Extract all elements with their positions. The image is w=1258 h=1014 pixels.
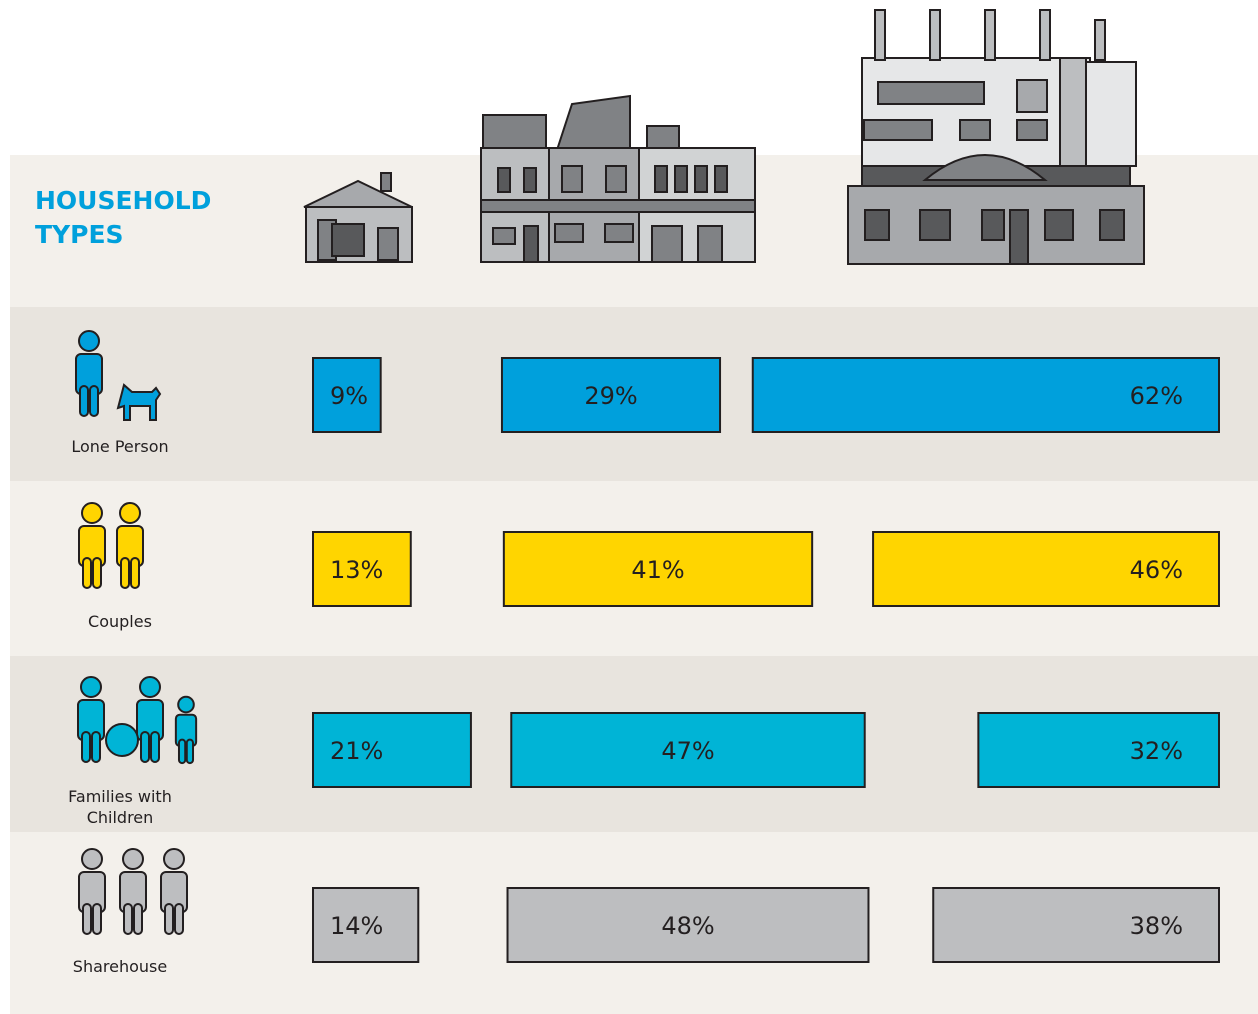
person-icon: [77, 676, 105, 763]
person-leg: [82, 903, 92, 935]
value-label: 48%: [661, 912, 714, 940]
category-label: Couples: [88, 612, 152, 631]
person-leg: [150, 731, 160, 763]
person-icon: [136, 676, 164, 763]
value-label: 62%: [1130, 382, 1183, 410]
bar: [312, 531, 412, 607]
person-leg: [177, 738, 187, 765]
person-icon: [116, 502, 144, 589]
person-head: [139, 676, 161, 698]
value-label: 13%: [330, 556, 383, 584]
person-leg: [81, 731, 91, 763]
person-head: [78, 330, 100, 352]
person-leg: [89, 385, 99, 417]
value-label: 29%: [584, 382, 637, 410]
bar: [502, 531, 814, 607]
bar: [977, 712, 1220, 788]
terrace-icon: [480, 94, 756, 263]
person-leg: [185, 738, 195, 765]
person-icon: [174, 695, 198, 765]
value-label: 9%: [330, 382, 368, 410]
person-icon: [119, 848, 147, 935]
person-leg: [92, 557, 102, 589]
bar: [312, 712, 472, 788]
person-icon: [75, 330, 103, 417]
apartment-icon: [847, 9, 1145, 265]
category-label: Families with Children: [68, 787, 172, 827]
bar: [500, 357, 722, 433]
dog-icon: [116, 383, 162, 421]
bar: [872, 531, 1221, 607]
person-head: [119, 502, 141, 524]
person-leg: [140, 731, 150, 763]
person-leg: [120, 557, 130, 589]
person-head: [177, 695, 195, 714]
person-icon: [160, 848, 188, 935]
person-head: [163, 848, 185, 870]
category-label: Sharehouse: [72, 957, 168, 976]
person-leg: [91, 731, 101, 763]
bar: [751, 357, 1220, 433]
person-head: [81, 848, 103, 870]
person-leg: [79, 385, 89, 417]
chart-title: HOUSEHOLD TYPES: [35, 186, 212, 249]
person-icon: [78, 848, 106, 935]
bar: [510, 712, 866, 788]
person-leg: [133, 903, 143, 935]
person-leg: [92, 903, 102, 935]
person-leg: [82, 557, 92, 589]
person-leg: [164, 903, 174, 935]
value-label: 14%: [330, 912, 383, 940]
house-icon: [303, 172, 413, 263]
dog-shape: [116, 383, 162, 421]
person-head: [81, 502, 103, 524]
bar: [312, 357, 382, 433]
bar: [506, 887, 870, 963]
value-label: 41%: [631, 556, 684, 584]
bar: [312, 887, 420, 963]
value-label: 32%: [1130, 737, 1183, 765]
person-head: [122, 848, 144, 870]
bar: [932, 887, 1220, 963]
person-leg: [174, 903, 184, 935]
person-head: [80, 676, 102, 698]
person-icon: [78, 502, 106, 589]
category-label: Lone Person: [71, 437, 169, 456]
value-label: 38%: [1130, 912, 1183, 940]
value-label: 21%: [330, 737, 383, 765]
pram-icon: [105, 723, 139, 757]
person-leg: [123, 903, 133, 935]
value-label: 46%: [1130, 556, 1183, 584]
value-label: 47%: [661, 737, 714, 765]
person-leg: [130, 557, 140, 589]
